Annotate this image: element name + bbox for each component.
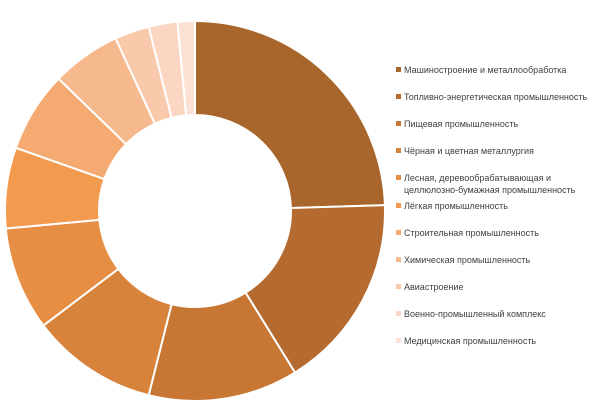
legend-label: Лесная, деревообрабатывающая и целлюлозн…: [404, 173, 576, 195]
legend-swatch: [396, 230, 401, 235]
legend-swatch: [396, 203, 401, 208]
donut-slice: [176, 19, 196, 117]
donut-slice: [244, 204, 386, 374]
legend-label: Авиастроение: [404, 282, 464, 292]
legend-item: Медицинская промышленность: [396, 335, 606, 347]
legend-item: Чёрная и цветная металлургия: [396, 145, 606, 157]
legend-item: Военно-промышленный комплекс: [396, 308, 606, 320]
legend: Машиностроение и металлообработка Топливн…: [396, 0, 606, 420]
donut-slice: [194, 19, 386, 210]
legend-label: Пищевая промышленность: [404, 119, 519, 129]
legend-label: Машиностроение и металлообработка: [404, 65, 567, 75]
legend-label: Химическая промышленность: [404, 255, 531, 265]
legend-item: Лесная, деревообрабатывающая и целлюлозн…: [396, 172, 606, 196]
legend-label: Военно-промышленный комплекс: [404, 309, 546, 319]
legend-swatch: [396, 257, 401, 262]
legend-label: Топливно-энергетическая промышленность: [404, 92, 588, 102]
legend-swatch: [396, 284, 401, 289]
legend-swatch: [396, 338, 401, 343]
legend-swatch: [396, 148, 401, 153]
legend-swatch: [396, 94, 401, 99]
legend-item: Строительная промышленность: [396, 227, 606, 239]
legend-item: Лёгкая промышленность: [396, 200, 606, 212]
legend-item: Топливно-энергетическая промышленность: [396, 91, 606, 103]
legend-swatch: [396, 311, 401, 316]
legend-swatch: [396, 175, 401, 180]
legend-label: Чёрная и цветная металлургия: [404, 146, 534, 156]
legend-item: Машиностроение и металлообработка: [396, 64, 606, 76]
legend-swatch: [396, 67, 401, 72]
legend-label: Лёгкая промышленность: [404, 201, 508, 211]
legend-item: Пищевая промышленность: [396, 118, 606, 130]
legend-label: Строительная промышленность: [404, 228, 539, 238]
legend-item: Авиастроение: [396, 281, 606, 293]
legend-item: Химическая промышленность: [396, 254, 606, 266]
legend-swatch: [396, 121, 401, 126]
legend-label: Медицинская промышленность: [404, 336, 537, 346]
